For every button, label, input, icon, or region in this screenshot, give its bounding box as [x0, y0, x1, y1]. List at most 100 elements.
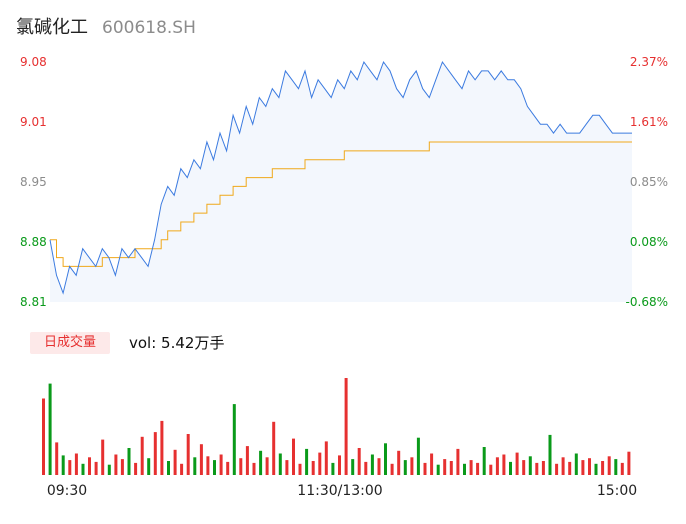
volume-readout: vol: 5.42万手	[129, 334, 225, 352]
volume-bar	[430, 453, 434, 475]
volume-bar	[344, 378, 348, 475]
volume-bar	[548, 434, 552, 475]
volume-bar	[298, 463, 302, 475]
volume-bar	[68, 460, 72, 475]
volume-bar	[568, 461, 572, 475]
volume-bar	[101, 439, 105, 475]
volume-bar	[107, 464, 111, 475]
percent-tick-label: -0.68%	[626, 295, 668, 309]
percent-axis-labels: 2.37% 1.61% 0.85% 0.08% -0.68%	[626, 55, 668, 309]
volume-bar	[555, 463, 559, 475]
volume-bar	[318, 452, 322, 475]
volume-bar	[482, 447, 486, 475]
volume-bar	[614, 459, 618, 475]
volume-bar	[522, 460, 526, 475]
volume-bar	[167, 461, 170, 475]
time-tick-label: 09:30	[47, 483, 87, 499]
volume-bar	[153, 432, 157, 475]
volume-bar	[416, 437, 420, 475]
stock-name: 氯碱化工	[16, 17, 88, 38]
volume-bar	[377, 458, 381, 475]
volume-bar	[397, 450, 401, 476]
volume-bar	[370, 454, 374, 475]
volume-bar	[561, 457, 565, 475]
volume-bar	[305, 448, 309, 475]
volume-bar	[541, 461, 545, 475]
volume-bar	[226, 461, 230, 475]
volume-bar	[147, 458, 151, 475]
volume-bar	[324, 441, 328, 475]
volume-bar	[601, 461, 605, 475]
volume-bar	[252, 462, 256, 475]
volume-bar	[311, 461, 315, 475]
volume-bar	[515, 452, 519, 475]
volume-bar	[627, 451, 631, 475]
volume-bar	[259, 450, 263, 476]
price-area	[50, 62, 632, 302]
volume-bar	[199, 444, 203, 475]
volume-bar	[456, 448, 460, 475]
price-line	[49, 60, 632, 295]
avg-line	[50, 141, 632, 267]
volume-bar	[390, 463, 394, 475]
volume-bar	[528, 456, 532, 475]
price-axis-labels: 9.08 9.01 8.95 8.88 8.81	[20, 55, 47, 309]
volume-bar	[489, 464, 493, 475]
percent-tick-label: 0.85%	[630, 175, 668, 189]
volume-bar	[338, 455, 341, 475]
volume-bar	[588, 458, 591, 475]
volume-bar	[61, 455, 65, 475]
volume-bar	[213, 460, 216, 475]
volume-bar	[265, 457, 269, 475]
volume-bar	[476, 462, 480, 475]
volume-bar	[443, 459, 447, 475]
volume-bar	[495, 457, 499, 475]
volume-bar	[206, 456, 210, 475]
percent-tick-label: 1.61%	[630, 115, 668, 129]
stock-code: 600618.SH	[102, 18, 196, 38]
volume-bar	[469, 460, 473, 475]
percent-tick-label: 2.37%	[630, 55, 668, 69]
volume-bar	[292, 438, 295, 475]
volume-bar	[160, 420, 164, 475]
volume-bar	[278, 453, 282, 475]
volume-bars	[42, 378, 631, 476]
volume-bar	[245, 446, 249, 475]
volume-bar	[607, 456, 611, 475]
volume-bar	[48, 383, 52, 475]
volume-bar	[55, 442, 59, 475]
volume-bar	[94, 461, 98, 475]
volume-badge: 日成交量	[30, 332, 110, 354]
volume-bar	[81, 463, 85, 475]
volume-bar	[502, 454, 506, 475]
volume-bar	[120, 459, 124, 475]
volume-bar	[239, 458, 243, 475]
time-tick-label: 15:00	[597, 483, 637, 499]
price-tick-label: 8.95	[20, 175, 47, 189]
volume-bar	[173, 449, 177, 475]
volume-bar	[88, 457, 91, 475]
volume-bar	[384, 443, 387, 475]
volume-bar	[219, 454, 223, 475]
volume-bar	[134, 462, 138, 475]
volume-bar	[449, 461, 453, 475]
volume-bar	[180, 463, 184, 475]
price-tick-label: 8.88	[20, 235, 47, 249]
volume-bar	[272, 421, 276, 475]
volume-bar	[42, 398, 45, 475]
time-tick-label: 11:30/13:00	[297, 483, 382, 499]
price-tick-label: 9.08	[20, 55, 47, 69]
volume-bar	[351, 459, 355, 475]
volume-bar	[463, 463, 466, 475]
stock-title: 氯碱化工 600618.SH	[16, 13, 196, 39]
volume-bar	[535, 462, 539, 475]
volume-bar	[581, 460, 585, 475]
volume-bar	[193, 457, 197, 475]
volume-bar	[423, 462, 427, 475]
volume-bar	[232, 404, 236, 475]
percent-tick-label: 0.08%	[630, 235, 668, 249]
volume-bar	[364, 461, 368, 475]
volume-bar	[114, 454, 118, 475]
volume-bar	[140, 436, 144, 475]
